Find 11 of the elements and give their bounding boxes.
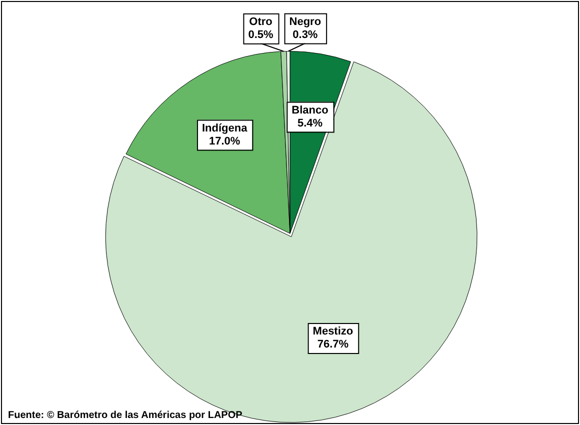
slice-label: Blanco bbox=[292, 104, 329, 116]
slice-label: Negro bbox=[289, 16, 322, 28]
data-label: 0.3% bbox=[292, 28, 318, 41]
slice-label: Mestizo bbox=[312, 326, 354, 338]
data-label: 76.7% bbox=[317, 338, 349, 351]
source-note: Fuente: © Barómetro de las Américas por LAPOP bbox=[8, 410, 242, 421]
slice-label: Indígena bbox=[202, 122, 248, 134]
data-label: 17.0% bbox=[208, 135, 240, 148]
data-label: 5.4% bbox=[297, 117, 323, 130]
slice-label: Otro bbox=[249, 16, 273, 28]
data-label: 0.5% bbox=[248, 28, 274, 41]
